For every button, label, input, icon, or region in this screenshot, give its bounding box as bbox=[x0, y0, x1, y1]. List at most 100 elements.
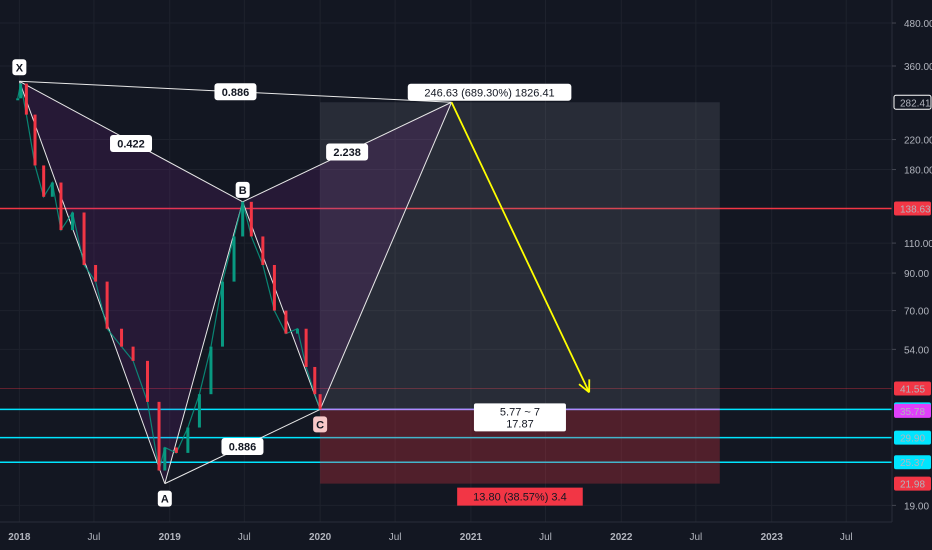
entry-info-text-2: 17.87 bbox=[506, 418, 534, 430]
projection-arrow bbox=[450, 101, 591, 394]
pattern-fill-xab bbox=[19, 81, 243, 484]
ratio-label: 0.422 bbox=[117, 139, 145, 151]
price-label-box bbox=[894, 201, 931, 216]
price-tick-label: 220.00 bbox=[904, 136, 932, 147]
d-point-label: 246.63 (689.30%) 1826.41 bbox=[424, 87, 554, 99]
price-bar bbox=[249, 201, 253, 237]
price-bar bbox=[71, 212, 75, 231]
time-tick-label: Jul bbox=[539, 532, 552, 543]
time-tick-label: Jul bbox=[238, 532, 251, 543]
ratio-label-box bbox=[221, 438, 264, 456]
time-tick-label: 2022 bbox=[610, 532, 633, 543]
point-label-b: B bbox=[239, 185, 247, 197]
price-label-box bbox=[894, 430, 931, 445]
price-tick-label: 180.00 bbox=[904, 166, 932, 177]
price-label: 41.55 bbox=[900, 385, 925, 396]
pattern-labels: X A B C 0.886 0.422 2.238 0.886 246.63 (689.30%)… bbox=[12, 59, 583, 507]
price-tick-label: 70.00 bbox=[904, 307, 929, 318]
pattern-fill-bcd bbox=[242, 102, 452, 410]
price-label-box bbox=[893, 94, 932, 110]
projection-arrow-head bbox=[578, 383, 590, 394]
price-bar bbox=[50, 182, 54, 197]
price-bar bbox=[105, 281, 109, 329]
price-series bbox=[16, 83, 322, 471]
price-bar bbox=[174, 447, 178, 453]
price-bar bbox=[295, 328, 299, 334]
price-label-box bbox=[894, 403, 931, 418]
point-label-a-box bbox=[157, 490, 172, 507]
price-bar bbox=[16, 98, 20, 101]
price-bar bbox=[313, 366, 317, 395]
price-label-box bbox=[894, 455, 931, 470]
price-bar bbox=[82, 212, 86, 265]
entry-info-text-1: 5.77 ~ 7 bbox=[500, 406, 540, 418]
point-label-a: A bbox=[161, 494, 169, 506]
price-tick-label: 480.00 bbox=[904, 19, 932, 30]
ratio-label: 0.886 bbox=[229, 442, 257, 454]
price-bar bbox=[33, 114, 37, 166]
time-tick-label: 2018 bbox=[8, 532, 31, 543]
price-label: 282.41 bbox=[900, 98, 931, 109]
ratio-label: 0.886 bbox=[222, 87, 250, 99]
time-tick-label: Jul bbox=[389, 532, 402, 543]
time-tick-label: 2021 bbox=[460, 532, 483, 543]
price-bar bbox=[284, 310, 288, 334]
time-tick-label: Jul bbox=[840, 532, 853, 543]
price-bar bbox=[42, 165, 46, 197]
harmonic-pattern[interactable] bbox=[18, 80, 453, 485]
target-zone[interactable] bbox=[320, 102, 720, 410]
projection-arrow-line bbox=[450, 101, 590, 393]
price-label: 25.37 bbox=[900, 458, 925, 469]
point-label-b-box bbox=[235, 181, 250, 198]
price-tick-label: 360.00 bbox=[904, 62, 932, 73]
price-bar bbox=[209, 346, 213, 395]
price-bar bbox=[197, 394, 201, 428]
price-bar bbox=[145, 360, 149, 402]
price-bar bbox=[131, 346, 135, 361]
time-axis[interactable]: 2018 Jul 2019 Jul 2020 Jul 2021 Jul 2022 Jul 2023 J… bbox=[0, 521, 892, 543]
point-label-c-box bbox=[313, 416, 328, 433]
ratio-label-box bbox=[326, 143, 369, 161]
price-tick-label: 90.00 bbox=[904, 269, 929, 280]
price-bar bbox=[120, 328, 124, 347]
time-tick-label: Jul bbox=[689, 532, 702, 543]
price-label: 35.78 bbox=[900, 407, 925, 418]
price-label-box bbox=[894, 381, 931, 396]
pattern-leg-bc bbox=[242, 201, 321, 410]
price-bar bbox=[24, 83, 28, 115]
price-bar bbox=[304, 328, 308, 367]
price-label: 138.63 bbox=[900, 205, 931, 216]
time-tick-label: 2019 bbox=[159, 532, 182, 543]
ratio-label-box bbox=[214, 83, 257, 101]
ratio-label: 2.238 bbox=[333, 147, 361, 159]
price-bar bbox=[241, 201, 245, 237]
price-bar bbox=[19, 83, 23, 99]
point-label-x-box bbox=[12, 59, 27, 76]
price-bar bbox=[318, 394, 322, 410]
position-tool[interactable] bbox=[320, 102, 720, 484]
price-bar bbox=[163, 447, 167, 471]
price-bar bbox=[261, 236, 265, 265]
price-label: 29.90 bbox=[900, 434, 925, 445]
pattern-leg-cd bbox=[319, 102, 453, 410]
point-label-c: C bbox=[316, 419, 324, 431]
time-tick-label: 2020 bbox=[309, 532, 332, 543]
grid bbox=[0, 0, 892, 522]
entry-info-box bbox=[473, 403, 566, 432]
price-bar bbox=[220, 281, 224, 347]
point-label-x: X bbox=[16, 62, 24, 74]
price-bar bbox=[232, 236, 236, 282]
d-point-label-box bbox=[407, 83, 572, 101]
price-label: 21.98 bbox=[900, 480, 925, 491]
price-bar bbox=[186, 427, 190, 453]
price-bar bbox=[157, 401, 161, 471]
price-tick-label: 110.00 bbox=[904, 239, 932, 250]
price-tick-label: 19.00 bbox=[904, 501, 929, 512]
price-axis[interactable]: 19.00 54.00 70.00 90.00 110.00 180.00 220.00 36… bbox=[891, 0, 932, 522]
price-bar bbox=[94, 264, 98, 282]
price-bar bbox=[272, 264, 276, 311]
time-tick-label: 2023 bbox=[761, 532, 784, 543]
price-label-box bbox=[894, 476, 931, 491]
pattern-leg-xa bbox=[18, 81, 166, 484]
